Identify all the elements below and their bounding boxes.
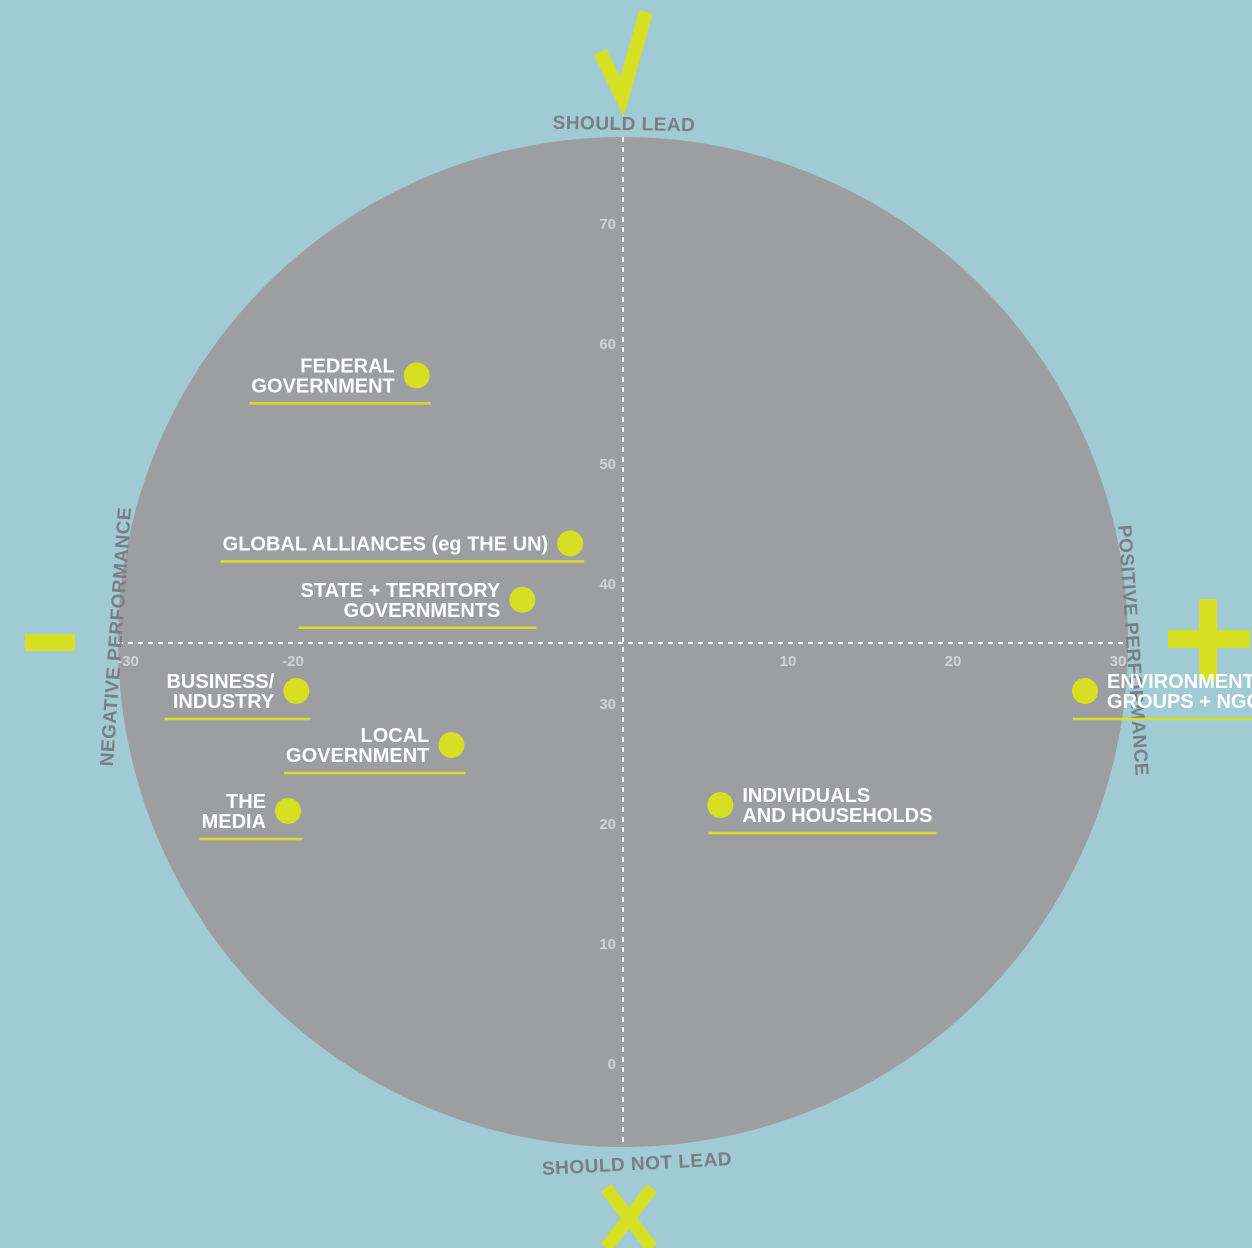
point-label: GLOBAL ALLIANCES (eg THE UN) xyxy=(223,533,549,555)
point-label: MEDIA xyxy=(202,811,266,833)
data-point xyxy=(283,678,310,704)
point-label: GOVERNMENTS xyxy=(344,600,501,622)
point-label: THE xyxy=(226,791,266,813)
x-tick-label: -20 xyxy=(282,653,304,670)
point-label: INDUSTRY xyxy=(173,691,275,713)
data-point xyxy=(438,732,465,758)
point-label: STATE + TERRITORY xyxy=(301,580,501,602)
y-tick-label: 30 xyxy=(599,696,616,713)
y-tick-label: 10 xyxy=(599,936,616,953)
data-point xyxy=(1072,678,1098,704)
point-label: GOVERNMENT xyxy=(286,745,429,767)
data-point xyxy=(707,792,734,818)
y-tick-label: 50 xyxy=(599,456,616,473)
point-label: INDIVIDUALS xyxy=(742,785,870,807)
point-label: GOVERNMENT xyxy=(251,375,394,397)
y-tick-label: 0 xyxy=(608,1056,616,1073)
data-point-group: GLOBAL ALLIANCES (eg THE UN) xyxy=(220,530,585,563)
point-label: FEDERAL xyxy=(300,355,394,377)
y-tick-label: 20 xyxy=(599,816,616,833)
axis-title-bottom: SHOULD NOT LEAD xyxy=(542,1149,733,1180)
point-label: LOCAL xyxy=(361,725,430,747)
x-tick-label: 10 xyxy=(780,653,797,670)
y-tick-label: 70 xyxy=(599,216,616,233)
y-tick-labels: 0 10 20 30 40 50 60 70 xyxy=(599,216,616,1073)
x-tick-label: -30 xyxy=(117,653,139,670)
point-label: BUSINESS/ xyxy=(166,671,274,693)
minus-icon xyxy=(25,634,75,651)
check-icon xyxy=(593,10,653,117)
data-point xyxy=(275,798,302,824)
point-label: AND HOUSEHOLDS xyxy=(742,805,932,827)
plus-icon xyxy=(1168,599,1250,680)
x-tick-label: 20 xyxy=(945,653,962,670)
y-tick-label: 60 xyxy=(599,336,616,353)
x-tick-labels: -30 -20 10 20 30 xyxy=(117,653,1126,670)
data-point-group: BUSINESS/INDUSTRY xyxy=(164,671,311,721)
point-label: GROUPS + NGOs xyxy=(1107,691,1252,713)
axis-title-top: SHOULD LEAD xyxy=(552,113,695,136)
data-point xyxy=(557,530,584,557)
y-tick-label: 40 xyxy=(599,576,616,593)
x-tick-label: 30 xyxy=(1110,653,1127,670)
data-point xyxy=(509,586,536,613)
data-point-group: ENVIRONMENTALGROUPS + NGOs xyxy=(1072,671,1252,721)
data-point xyxy=(403,362,430,389)
cross-icon xyxy=(600,1184,658,1248)
point-label: ENVIRONMENTAL xyxy=(1107,671,1252,693)
